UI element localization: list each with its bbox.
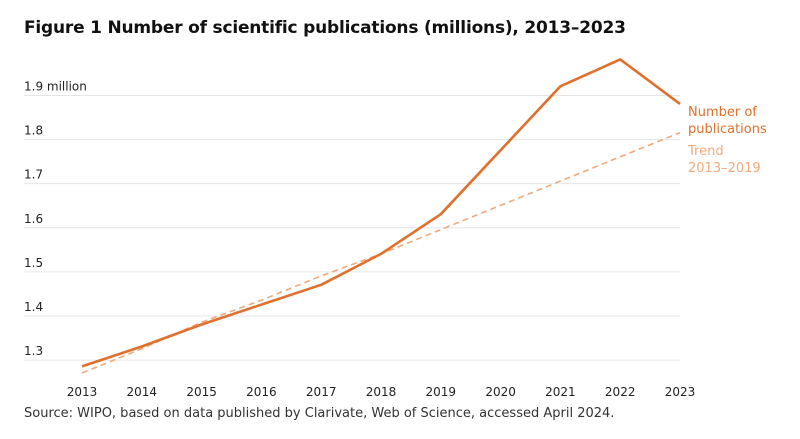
grid-lines [24, 94, 680, 361]
series-lines [81, 58, 681, 374]
label-trend: Trend 2013–2019 [687, 144, 761, 176]
source-note: Source: WIPO, based on data published by… [24, 406, 615, 421]
y-tick-label: 1.3 [24, 344, 43, 358]
y-tick-label: 1.9 million [24, 79, 87, 93]
label-publications: Number of publications [688, 105, 767, 137]
x-tick-label: 2014 [127, 385, 158, 399]
x-tick-label: 2021 [545, 385, 576, 399]
x-axis-ticks: 2013 2014 2015 2016 2017 2018 2019 2020 2021 2022… [67, 385, 696, 399]
x-tick-label: 2022 [605, 385, 636, 399]
series-labels: Number of publications Trend 2013–2019 [687, 105, 767, 176]
x-tick-label: 2015 [186, 385, 217, 399]
y-tick-label: 1.8 [24, 124, 43, 138]
chart-title: Figure 1 Number of scientific publicatio… [24, 18, 626, 38]
y-tick-label: 1.7 [24, 168, 43, 182]
x-tick-label: 2017 [306, 385, 337, 399]
x-tick-label: 2023 [665, 385, 696, 399]
x-tick-label: 2019 [426, 385, 457, 399]
x-tick-label: 2016 [246, 385, 277, 399]
y-tick-label: 1.6 [24, 212, 43, 226]
publications-line [81, 58, 681, 368]
y-axis-ticks: 1.3 1.4 1.5 1.6 1.7 1.8 1.9 million [24, 79, 87, 358]
y-tick-label: 1.5 [24, 256, 43, 270]
x-tick-label: 2018 [366, 385, 397, 399]
x-tick-label: 2020 [485, 385, 516, 399]
y-tick-label: 1.4 [24, 300, 43, 314]
x-tick-label: 2013 [67, 385, 98, 399]
